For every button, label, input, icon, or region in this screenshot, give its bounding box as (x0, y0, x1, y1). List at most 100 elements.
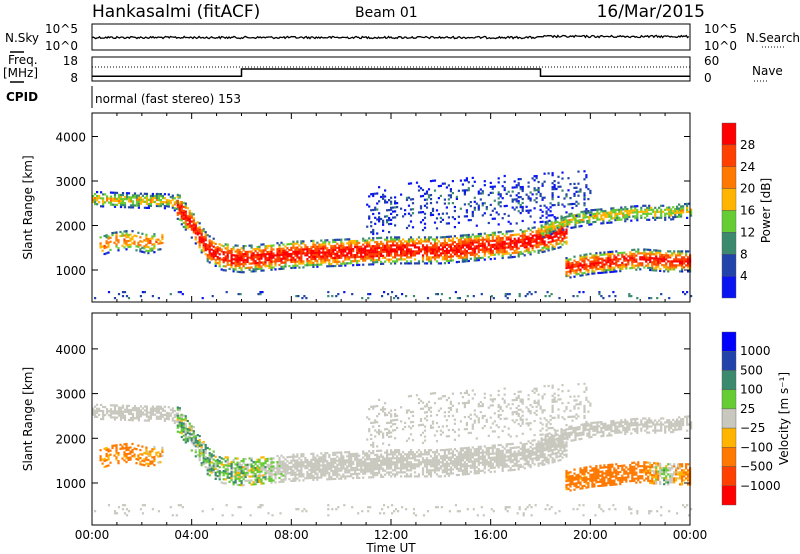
echo-cell-early-upper-band (163, 205, 166, 208)
echo-cell-main-band (270, 469, 273, 472)
echo-cell-main-band (264, 247, 267, 250)
echo-cell-upper-scatter (527, 181, 530, 184)
echo-cell-main-band (553, 245, 556, 248)
echo-cell-main-band (485, 238, 488, 241)
echo-cell-main-band (300, 246, 303, 249)
echo-cell-late-lower-band (651, 261, 654, 264)
echo-cell-main-band (212, 468, 215, 471)
echo-cell-main-band (188, 426, 191, 429)
echo-cell-main-band (208, 235, 211, 238)
echo-cell-upper-scatter (390, 222, 393, 225)
echo-cell-main-band (320, 257, 323, 260)
echo-cell-main-band (262, 482, 265, 485)
echo-cell-main-band (224, 468, 227, 471)
echo-cell-main-band (268, 260, 271, 263)
echo-cell-early-upper-band (169, 408, 172, 411)
echo-cell-main-band (220, 268, 223, 271)
echo-cell-main-band (254, 469, 257, 472)
echo-cell-main-band (336, 258, 339, 261)
echo-cell-early-upper-band (147, 411, 150, 414)
echo-cell-main-band (182, 215, 185, 218)
echo-cell-main-band (445, 255, 448, 259)
echo-cell-late-upper-band (540, 230, 543, 233)
echo-cell-early-blob (147, 242, 150, 245)
echo-cell-early-blob (131, 236, 134, 239)
echo-cell-main-band (218, 472, 221, 475)
echo-cell-main-band (404, 240, 407, 243)
echo-cell-main-band (429, 246, 433, 249)
echo-cell-main-band (216, 250, 219, 253)
echo-cell-main-band (280, 474, 283, 477)
echo-cell-main-band (202, 449, 205, 452)
echo-cell-main-band (238, 266, 241, 270)
echo-cell-main-band (316, 472, 319, 475)
echo-cell-early-blob (147, 458, 150, 462)
echo-cell-main-band (368, 255, 371, 258)
echo-cell-main-band (228, 476, 231, 479)
echo-cell-upper-scatter (378, 220, 381, 223)
echo-cell-main-band (370, 255, 373, 258)
echo-cell-main-band (274, 471, 277, 474)
echo-cell-early-upper-band (113, 410, 117, 413)
echo-cell-near-range (331, 295, 334, 298)
echo-cell-early-upper-band (109, 404, 113, 407)
echo-cell-late-upper-band (668, 212, 671, 215)
echo-cell-main-band (184, 423, 187, 426)
echo-cell-main-band (300, 254, 303, 257)
echo-cell-late-lower-band (609, 270, 612, 274)
echo-cell-main-band (324, 243, 327, 246)
echo-cell-main-band (224, 470, 227, 473)
echo-cell-main-band (256, 267, 259, 271)
echo-cell-main-band (262, 253, 265, 256)
echo-cell-main-band (358, 458, 361, 461)
echo-cell-late-upper-band (678, 213, 681, 216)
echo-cell-main-band (296, 254, 299, 257)
echo-cell-late-lower-band (671, 268, 674, 271)
echo-cell-main-band (417, 242, 421, 245)
echo-cell-late-lower-band (669, 256, 672, 259)
echo-cell-main-band (206, 471, 209, 474)
echo-cell-late-lower-band (687, 262, 690, 265)
echo-cell-late-lower-band (645, 264, 648, 267)
echo-cell-early-upper-band (149, 409, 152, 412)
echo-cell-main-band (525, 237, 528, 241)
echo-cell-late-lower-band (681, 264, 684, 267)
echo-cell-early-blob (147, 462, 150, 466)
echo-cell-upper-scatter (561, 177, 564, 180)
echo-cell-main-band (493, 239, 496, 242)
echo-cell-main-band (328, 472, 331, 475)
echo-cell-main-band (280, 470, 283, 473)
echo-cell-main-band (368, 456, 371, 459)
echo-cell-main-band (394, 244, 397, 247)
echo-cell-near-range (636, 297, 639, 300)
echo-cell-upper-scatter (449, 190, 452, 193)
echo-cell-main-band (184, 228, 187, 231)
echo-cell-main-band (457, 244, 460, 247)
echo-cell-main-band (248, 469, 251, 472)
echo-cell-main-band (216, 246, 219, 249)
echo-cell-main-band (294, 250, 297, 253)
echo-cell-main-band (483, 244, 486, 247)
echo-cell-late-lower-band (687, 264, 690, 267)
echo-cell-early-upper-band (131, 413, 135, 416)
echo-cell-early-blob (137, 231, 140, 234)
echo-cell-main-band (487, 256, 490, 259)
echo-cell-main-band (282, 253, 285, 256)
echo-cell-main-band (491, 245, 494, 248)
echo-cell-late-lower-band (665, 256, 668, 259)
echo-cell-main-band (230, 462, 233, 466)
echo-cell-main-band (248, 481, 251, 484)
echo-cell-main-band (208, 454, 211, 457)
echo-cell-main-band (503, 240, 506, 243)
echo-cell-late-lower-band (631, 258, 634, 262)
echo-cell-main-band (521, 238, 524, 241)
echo-cell-near-range (440, 293, 443, 296)
echo-cell-early-upper-band (151, 196, 154, 200)
echo-cell-late-upper-band (574, 224, 577, 227)
echo-cell-upper-scatter (483, 212, 486, 215)
echo-cell-early-blob (149, 249, 152, 252)
echo-cell-late-upper-band (612, 217, 615, 220)
echo-cell-main-band (194, 228, 197, 231)
echo-cell-main-band (258, 468, 261, 471)
echo-cell-upper-scatter (551, 198, 554, 201)
